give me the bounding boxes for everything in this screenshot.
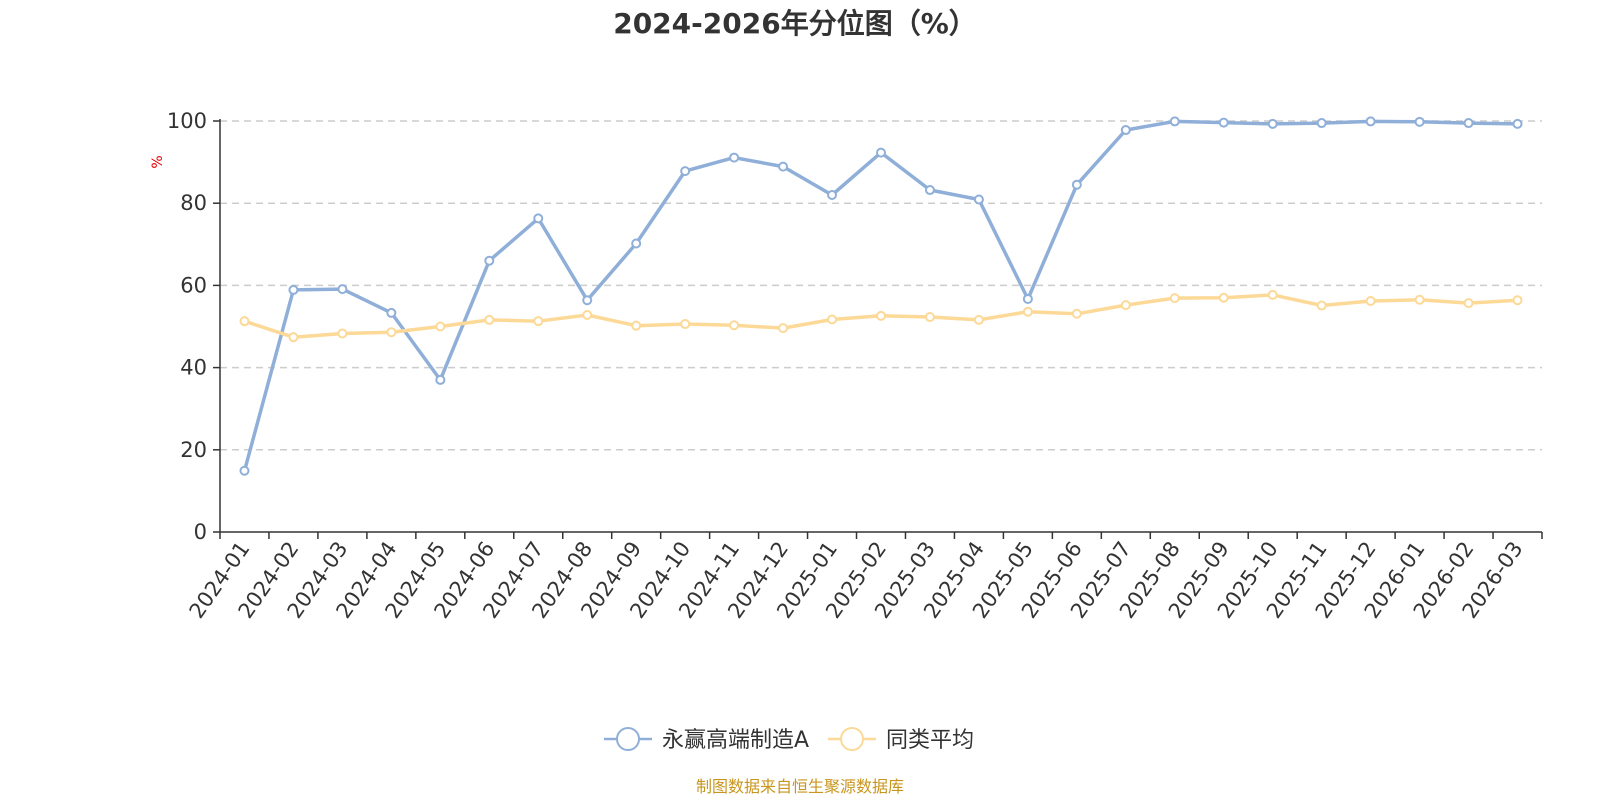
data-point bbox=[973, 194, 984, 205]
data-point bbox=[239, 465, 250, 476]
data-point bbox=[876, 147, 886, 158]
source-note: 制图数据来自恒生聚源数据库 bbox=[696, 777, 904, 796]
y-tick-label: 80 bbox=[180, 191, 207, 215]
data-point bbox=[1365, 116, 1376, 127]
data-point bbox=[631, 320, 642, 331]
data-point bbox=[288, 332, 299, 343]
data-point bbox=[1414, 116, 1425, 127]
data-point bbox=[1120, 300, 1131, 311]
x-axis: 2024-012024-022024-032024-042024-052024-… bbox=[185, 531, 1543, 623]
data-point bbox=[778, 161, 789, 172]
data-point bbox=[729, 152, 740, 163]
data-point bbox=[1071, 308, 1082, 319]
legend-label: 同类平均 bbox=[886, 728, 974, 753]
data-point bbox=[924, 185, 935, 196]
series-1 bbox=[239, 289, 1523, 343]
legend-item-0: 永赢高端制造A bbox=[604, 727, 809, 753]
data-point bbox=[631, 238, 642, 249]
data-point bbox=[778, 323, 789, 334]
y-tick-label: 20 bbox=[180, 438, 207, 462]
legend: 永赢高端制造A 同类平均 bbox=[604, 727, 974, 753]
data-point bbox=[1071, 179, 1082, 190]
data-point bbox=[1463, 118, 1474, 129]
data-point bbox=[1316, 118, 1327, 129]
data-point bbox=[1218, 292, 1229, 303]
data-point bbox=[827, 314, 838, 325]
data-point bbox=[1169, 116, 1180, 127]
data-point bbox=[1463, 298, 1474, 309]
y-axis-unit: % bbox=[150, 155, 166, 168]
data-point bbox=[1267, 118, 1278, 129]
data-point bbox=[582, 309, 593, 320]
y-tick-label: 40 bbox=[180, 356, 207, 380]
data-point bbox=[1512, 295, 1523, 306]
grid-lines bbox=[220, 120, 1542, 451]
data-point bbox=[876, 310, 886, 321]
data-point bbox=[1218, 117, 1229, 128]
data-point bbox=[1365, 296, 1376, 307]
legend-item-1: 同类平均 bbox=[828, 727, 974, 753]
data-point bbox=[1022, 293, 1033, 304]
data-point bbox=[680, 319, 691, 330]
data-point bbox=[827, 189, 838, 200]
data-point bbox=[484, 314, 495, 325]
data-point bbox=[337, 284, 348, 295]
legend-label: 永赢高端制造A bbox=[662, 728, 809, 753]
legend-marker bbox=[616, 727, 640, 751]
series-layer bbox=[239, 116, 1523, 476]
data-point bbox=[1267, 289, 1278, 300]
data-point bbox=[533, 213, 544, 224]
data-point bbox=[337, 328, 348, 339]
data-point bbox=[1120, 125, 1131, 136]
data-point bbox=[386, 307, 397, 318]
data-point bbox=[729, 320, 740, 331]
data-point bbox=[1414, 294, 1425, 305]
data-point bbox=[484, 255, 495, 266]
data-point bbox=[1316, 300, 1327, 311]
data-point bbox=[1022, 306, 1033, 317]
y-axis: 0 20 40 60 80 100 bbox=[167, 109, 221, 544]
y-tick-label: 60 bbox=[180, 273, 207, 297]
data-point bbox=[1512, 118, 1523, 129]
data-point bbox=[435, 374, 446, 385]
series-0 bbox=[239, 116, 1523, 476]
y-tick-label: 0 bbox=[194, 520, 207, 544]
data-point bbox=[1169, 293, 1180, 304]
y-tick-label: 100 bbox=[167, 109, 207, 133]
data-point bbox=[924, 312, 935, 323]
data-point bbox=[435, 321, 446, 332]
chart-title: 2024-2026年分位图（%） bbox=[613, 7, 977, 40]
data-point bbox=[386, 327, 397, 338]
data-point bbox=[288, 284, 299, 295]
data-point bbox=[582, 295, 593, 306]
data-point bbox=[239, 316, 250, 327]
data-point bbox=[680, 166, 691, 177]
data-point bbox=[973, 314, 984, 325]
series-line bbox=[242, 119, 1520, 473]
data-point bbox=[533, 316, 544, 327]
legend-marker bbox=[840, 727, 864, 751]
